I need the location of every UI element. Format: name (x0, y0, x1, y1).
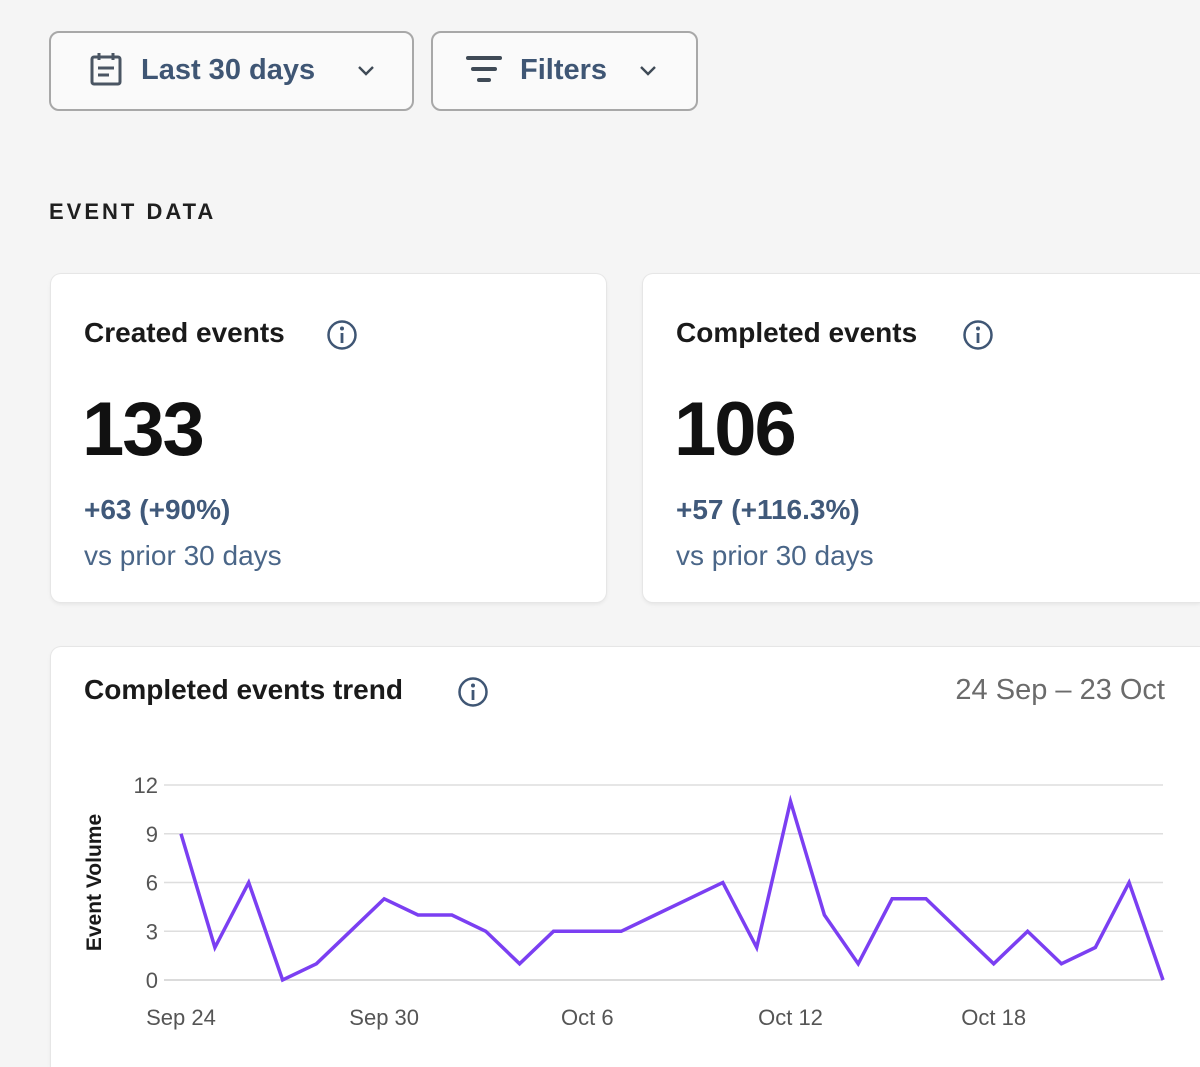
created-events-card: Created events 133 +63 (+90%) vs prior 3… (51, 274, 606, 602)
date-range-label: Last 30 days (141, 54, 316, 86)
date-range-text: 24 Sep – 23 Oct (955, 674, 1165, 706)
card-title: Completed events (676, 317, 918, 348)
info-icon[interactable] (457, 676, 489, 713)
x-tick-label: Sep 30 (349, 1005, 419, 1030)
x-tick-label: Sep 24 (146, 1005, 216, 1030)
filter-icon (465, 53, 503, 92)
series-line (179, 794, 1165, 983)
created-events-value: 133 (82, 387, 205, 472)
y-tick-label: 9 (146, 822, 158, 847)
y-tick-label: 12 (134, 773, 158, 798)
card-title: Completed events trend (84, 674, 403, 705)
x-tick-label: Oct 18 (961, 1005, 1026, 1030)
x-tick-label: Oct 12 (758, 1005, 823, 1030)
date-range-button[interactable]: Last 30 days (49, 31, 414, 111)
calendar-icon (89, 51, 123, 92)
y-tick-label: 0 (146, 968, 158, 993)
completed-events-trend-card: Completed events trend 24 Sep – 23 Oct 0… (51, 647, 1200, 1067)
comparison-label: vs prior 30 days (84, 540, 282, 571)
section-title: EVENT DATA (49, 199, 217, 224)
filters-label: Filters (520, 54, 608, 86)
info-icon[interactable] (962, 319, 994, 356)
filters-button[interactable]: Filters (431, 31, 698, 111)
card-title: Created events (84, 317, 285, 348)
completed-events-value: 106 (674, 387, 797, 472)
x-tick-label: Oct 6 (561, 1005, 614, 1030)
y-axis-label: Event Volume (83, 814, 106, 951)
y-tick-label: 3 (146, 919, 158, 944)
created-events-delta: +63 (+90%) (84, 494, 231, 525)
chevron-down-icon (356, 64, 376, 83)
info-icon[interactable] (326, 319, 358, 356)
y-tick-label: 6 (146, 871, 158, 896)
completed-events-delta: +57 (+116.3%) (676, 494, 860, 525)
trend-chart: 0 3 6 9 12 Sep 24 Sep 30 Oct 6 Oct 12 Oct 18 Eve… (83, 773, 1165, 1030)
chevron-down-icon (638, 64, 658, 83)
completed-events-card: Completed events 106 +57 (+116.3%) vs pr… (643, 274, 1200, 602)
comparison-label: vs prior 30 days (676, 540, 874, 571)
